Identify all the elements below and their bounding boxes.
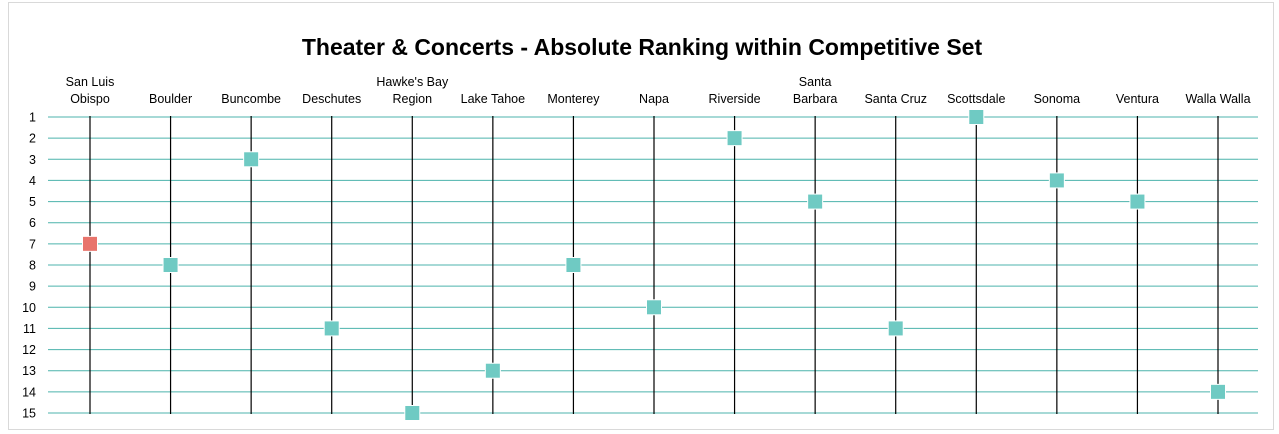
- category-label: San Luis Obispo: [66, 75, 115, 106]
- data-marker: [646, 299, 662, 316]
- data-marker: [404, 405, 421, 421]
- data-marker: [1129, 193, 1146, 210]
- y-tick-label: 3: [29, 153, 36, 167]
- category-label: Napa: [639, 92, 669, 106]
- y-tick-label: 11: [23, 322, 36, 336]
- data-marker: [484, 362, 501, 379]
- data-marker: [887, 320, 904, 337]
- category-label: Boulder: [149, 92, 192, 106]
- data-markers: [82, 109, 1226, 421]
- y-tick-label: 13: [22, 364, 36, 378]
- chart-frame: Theater & Concerts - Absolute Ranking wi…: [8, 2, 1274, 430]
- chart-svg: Theater & Concerts - Absolute Ranking wi…: [22, 34, 1258, 421]
- y-tick-label: 8: [29, 259, 36, 273]
- gridlines: [48, 116, 1258, 414]
- data-marker: [968, 109, 985, 125]
- category-label: Buncombe: [221, 92, 281, 106]
- y-tick-label: 14: [22, 385, 36, 399]
- category-label: Ventura: [1116, 92, 1159, 106]
- y-tick-label: 7: [29, 237, 36, 251]
- y-tick-label: 5: [29, 195, 36, 209]
- y-tick-label: 1: [29, 111, 36, 125]
- y-tick-label: 2: [29, 132, 36, 146]
- category-label: Monterey: [547, 92, 600, 106]
- data-marker: [726, 130, 743, 147]
- category-labels: San Luis Obispo Boulder Buncombe Deschutes Ha…: [66, 75, 1251, 106]
- y-tick-label: 6: [29, 216, 36, 230]
- y-tick-label: 4: [29, 174, 36, 188]
- data-marker: [162, 257, 179, 273]
- y-tick-label: 9: [29, 280, 36, 294]
- data-marker: [1210, 383, 1226, 400]
- category-label: Sonoma: [1034, 92, 1081, 106]
- category-label: Riverside: [709, 92, 761, 106]
- highlight-marker: [82, 235, 98, 252]
- y-tick-label: 10: [22, 301, 36, 315]
- category-label: Walla Walla: [1185, 92, 1250, 106]
- data-marker: [243, 151, 260, 168]
- data-marker: [807, 193, 824, 210]
- data-marker: [1048, 172, 1065, 189]
- category-label: Scottsdale: [947, 92, 1005, 106]
- y-tick-label: 15: [22, 407, 36, 421]
- category-label: Santa Cruz: [864, 92, 927, 106]
- category-label: Lake Tahoe: [461, 92, 525, 106]
- category-label: Hawke's Bay Region: [376, 75, 449, 106]
- data-marker: [565, 257, 582, 273]
- y-tick-label: 12: [22, 343, 36, 357]
- data-marker: [323, 320, 340, 337]
- category-label: Santa Barbara: [793, 75, 838, 106]
- category-label: Deschutes: [302, 92, 361, 106]
- chart-title: Theater & Concerts - Absolute Ranking wi…: [302, 34, 983, 60]
